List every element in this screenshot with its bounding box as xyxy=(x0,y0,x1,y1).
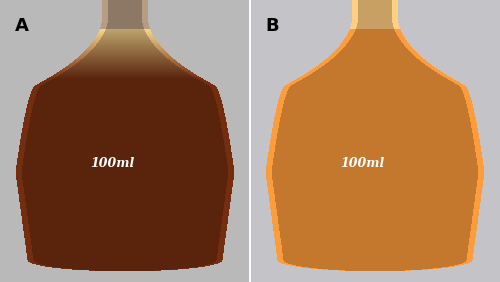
Text: 100ml: 100ml xyxy=(90,157,134,170)
Text: B: B xyxy=(265,17,278,35)
Text: A: A xyxy=(15,17,29,35)
Text: 100ml: 100ml xyxy=(340,157,384,170)
